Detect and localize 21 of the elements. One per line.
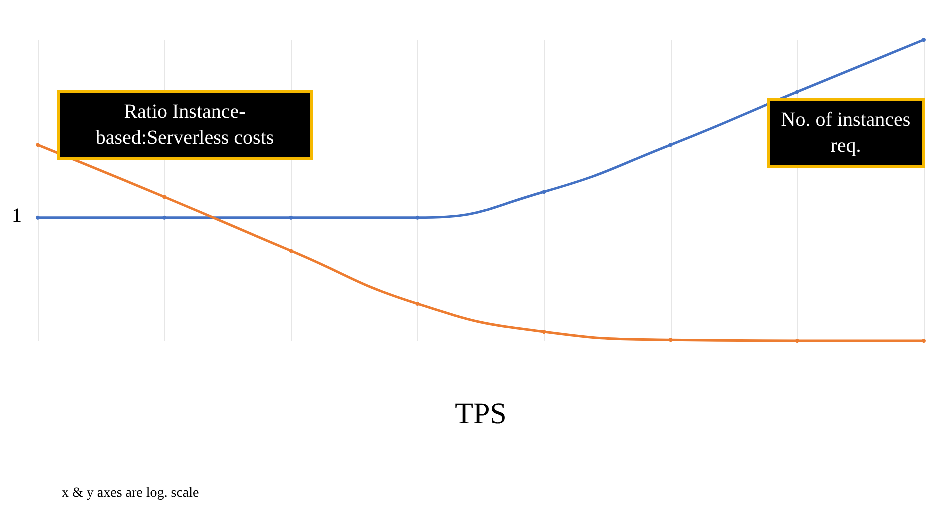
name-box: Ratio Instance-based:Serverless costs <box>57 90 313 160</box>
point <box>542 330 546 334</box>
name-box: No. of instances req. <box>767 98 925 168</box>
point <box>162 216 167 220</box>
point <box>922 339 926 343</box>
point <box>668 143 673 148</box>
point <box>416 302 420 306</box>
annotation: 1 <box>12 205 22 228</box>
point <box>795 339 800 343</box>
point <box>542 190 546 194</box>
point <box>36 143 40 148</box>
point <box>36 216 40 220</box>
text: x & y axes are log. scale <box>62 486 200 502</box>
point <box>289 249 294 253</box>
point <box>922 38 926 42</box>
point <box>795 90 800 94</box>
point <box>162 195 167 200</box>
point <box>289 216 294 220</box>
point <box>416 216 420 220</box>
point <box>668 338 673 342</box>
x-axis-title: TPS <box>455 398 507 430</box>
